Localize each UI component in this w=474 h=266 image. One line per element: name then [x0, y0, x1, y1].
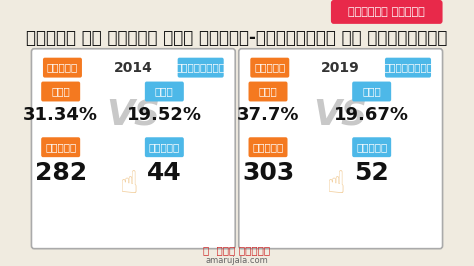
Text: सीटें: सीटें — [356, 142, 387, 152]
FancyBboxPatch shape — [43, 58, 82, 78]
Text: सीटें: सीटें — [149, 142, 180, 152]
Text: 37.7%: 37.7% — [237, 106, 299, 124]
Text: वोट: वोट — [155, 86, 174, 97]
FancyBboxPatch shape — [145, 82, 184, 101]
Text: भाजपा: भाजपा — [254, 63, 285, 73]
Text: कांग्रेस: कांग्रेस — [383, 63, 433, 73]
Text: 19.52%: 19.52% — [127, 106, 202, 124]
Text: 2014: 2014 — [114, 61, 153, 75]
Text: 44: 44 — [147, 161, 182, 185]
Text: वोट: वोट — [259, 86, 277, 97]
Text: वोट: वोट — [51, 86, 70, 97]
Text: 31.34%: 31.34% — [23, 106, 98, 124]
FancyBboxPatch shape — [41, 137, 80, 157]
FancyBboxPatch shape — [352, 137, 391, 157]
Text: VS: VS — [106, 97, 160, 131]
Text: ☝: ☝ — [119, 169, 138, 198]
FancyBboxPatch shape — [250, 58, 289, 78]
FancyBboxPatch shape — [248, 82, 288, 101]
Text: सीटें: सीटें — [45, 142, 76, 152]
FancyBboxPatch shape — [239, 49, 443, 249]
Text: 2019: 2019 — [321, 61, 360, 75]
FancyBboxPatch shape — [31, 49, 235, 249]
FancyBboxPatch shape — [41, 82, 80, 101]
Text: पिछले दो चुनाव में भाजपा-कांग्रेस का प्रदर्शन: पिछले दो चुनाव में भाजपा-कांग्रेस का प्र… — [27, 29, 447, 47]
Text: अ  अमर उजाला: अ अमर उजाला — [203, 246, 271, 256]
FancyBboxPatch shape — [178, 58, 224, 78]
Text: कांग्रेस: कांग्रेस — [176, 63, 226, 73]
FancyBboxPatch shape — [248, 137, 288, 157]
FancyBboxPatch shape — [331, 0, 443, 24]
FancyBboxPatch shape — [352, 82, 391, 101]
Text: amarujala.com: amarujala.com — [206, 256, 268, 265]
FancyBboxPatch shape — [385, 58, 431, 78]
Text: VS: VS — [314, 97, 368, 131]
Text: भाजपा: भाजपा — [47, 63, 78, 73]
Text: लोकसभा चुनाव: लोकसभा चुनाव — [348, 7, 425, 17]
Text: सीटें: सीटें — [252, 142, 283, 152]
Text: ☝: ☝ — [327, 169, 346, 198]
Text: वोट: वोट — [362, 86, 381, 97]
Text: 282: 282 — [35, 161, 87, 185]
Text: 19.67%: 19.67% — [334, 106, 409, 124]
Text: 52: 52 — [354, 161, 389, 185]
FancyBboxPatch shape — [145, 137, 184, 157]
Text: 303: 303 — [242, 161, 294, 185]
